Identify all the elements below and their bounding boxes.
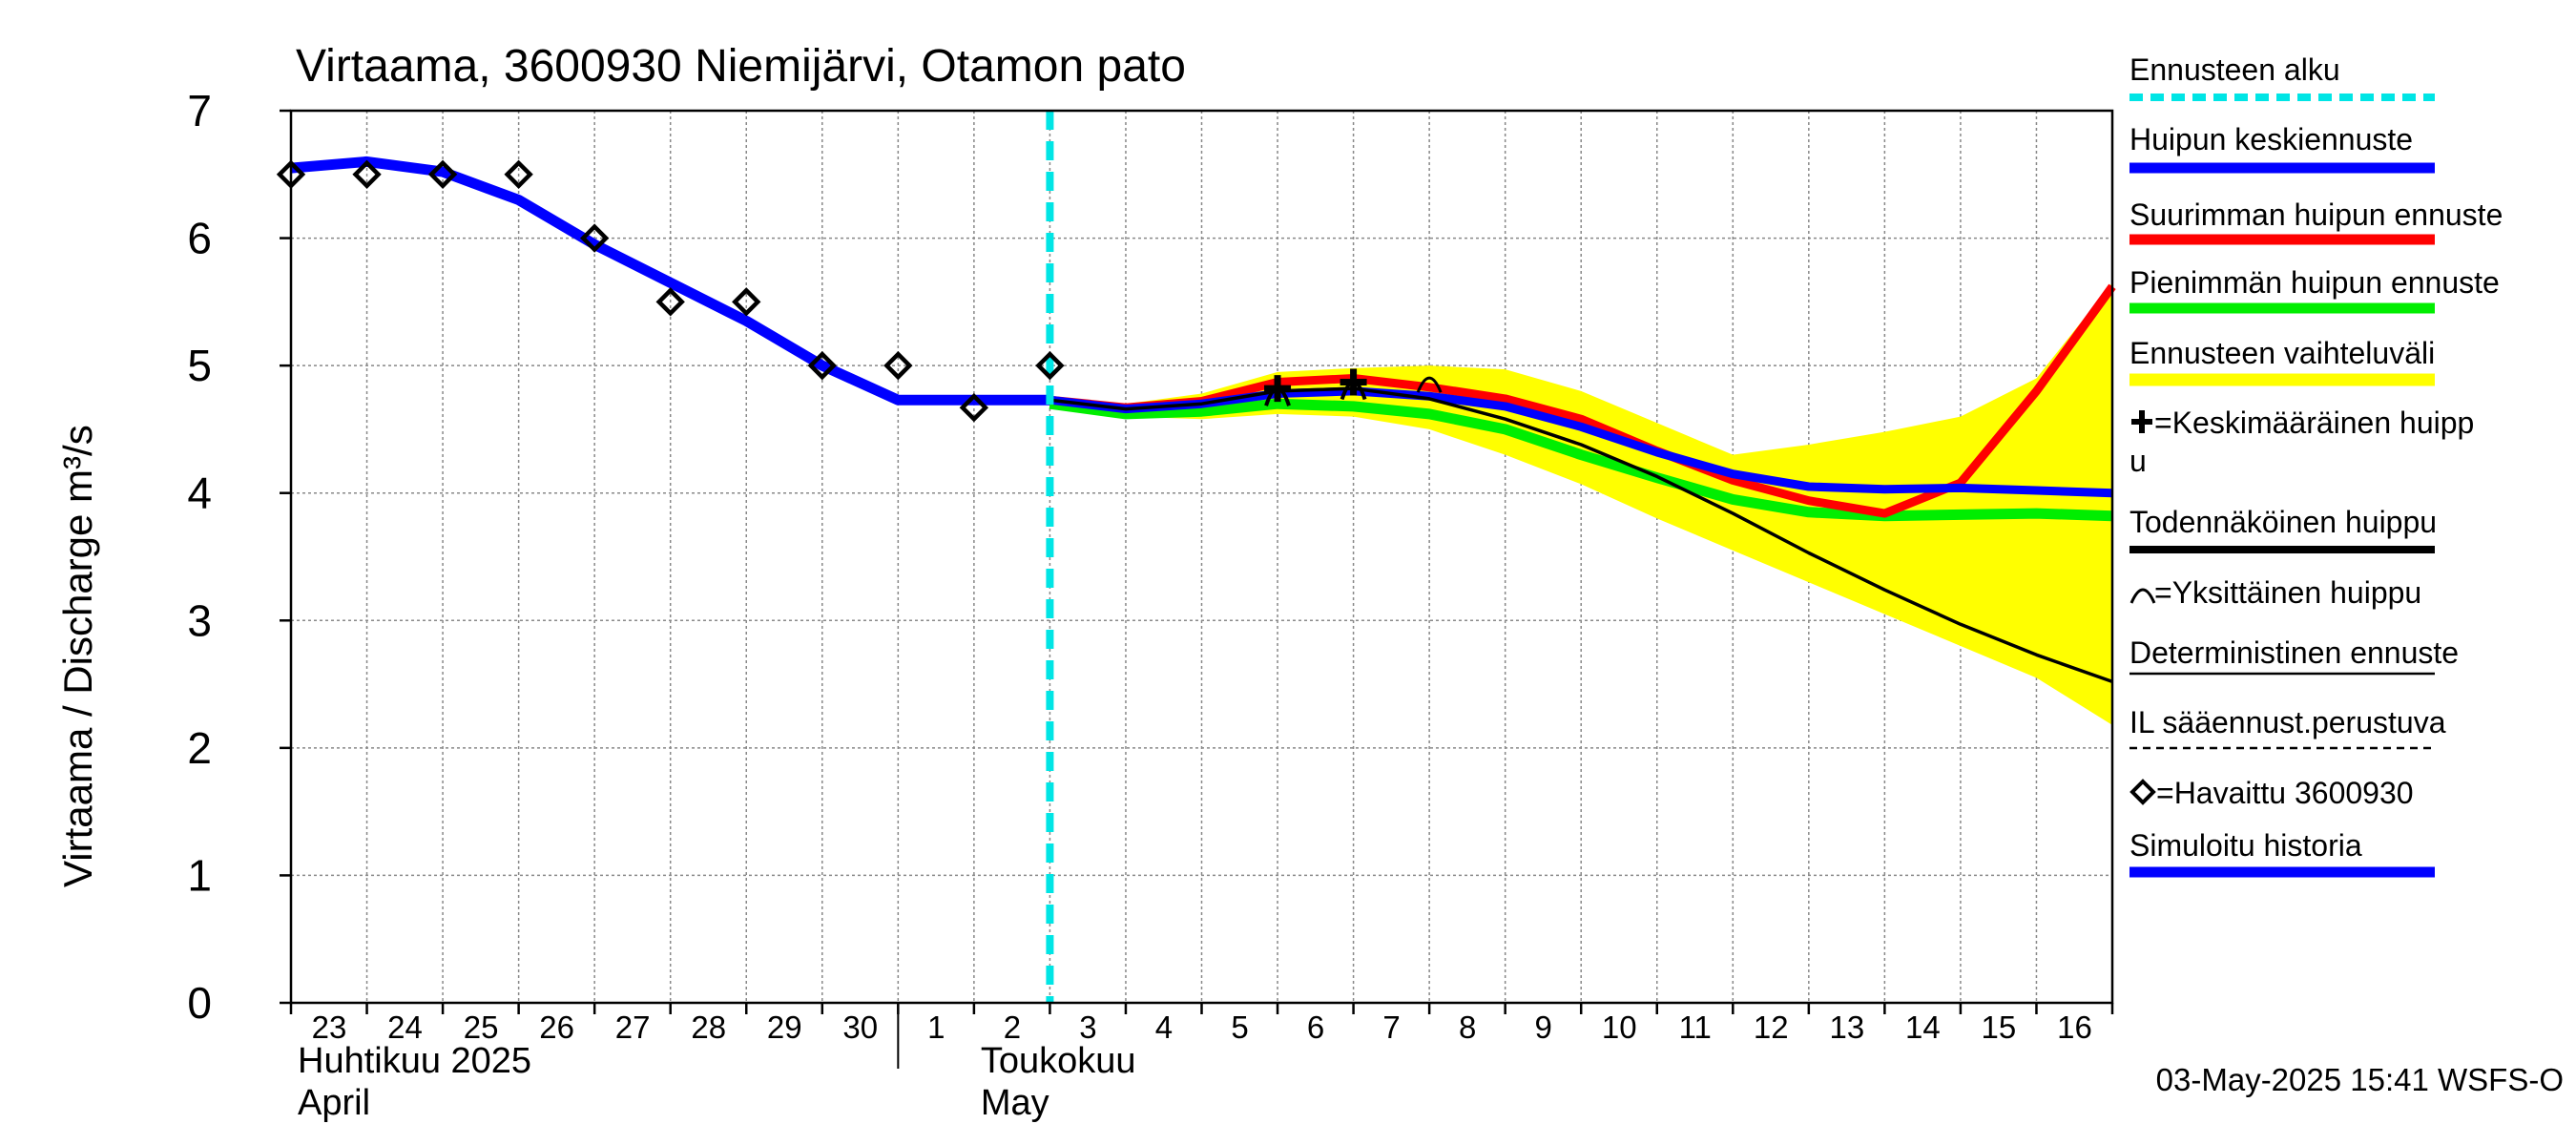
timestamp-label: 03-May-2025 15:41 WSFS-O — [2156, 1062, 2564, 1097]
x-tick-label: 5 — [1231, 1010, 1248, 1045]
month-label: Huhtikuu 2025 — [298, 1041, 531, 1081]
chart-title: Virtaama, 3600930 Niemijärvi, Otamon pat… — [296, 41, 1186, 92]
legend-arc-icon — [2129, 588, 2156, 604]
y-tick-label: 5 — [187, 341, 212, 390]
month-label-english: April — [298, 1083, 370, 1123]
x-tick-label: 9 — [1534, 1010, 1551, 1045]
single-peak-marker — [1416, 376, 1443, 393]
simulated-history-line — [290, 156, 1050, 406]
month-label: Toukokuu — [981, 1041, 1136, 1081]
legend-label: =Keskimääräinen huipp — [2154, 406, 2474, 440]
x-tick-label: 11 — [1679, 1010, 1712, 1045]
x-tick-label: 16 — [2057, 1010, 2092, 1045]
y-tick-label: 6 — [187, 214, 212, 263]
legend-plus-icon — [2131, 410, 2152, 433]
x-tick-label: 24 — [387, 1010, 423, 1045]
plot-area — [276, 111, 2116, 1003]
legend-label: u — [2129, 444, 2147, 478]
legend-label: Deterministinen ennuste — [2129, 635, 2459, 670]
observed-point — [427, 159, 458, 189]
legend-label: IL sääennust.perustuva — [2129, 705, 2446, 739]
x-tick-label: 26 — [539, 1010, 574, 1045]
y-tick-label: 4 — [187, 468, 212, 518]
observed-point — [807, 350, 837, 381]
y-tick-label: 0 — [187, 978, 212, 1028]
legend-label: =Havaittu 3600930 — [2156, 776, 2414, 810]
observed-point — [732, 287, 761, 317]
observed-point — [579, 223, 610, 253]
legend-label: Simuloitu historia — [2129, 828, 2362, 863]
deterministic-forecast-line — [1049, 386, 2113, 684]
legend-label: Huipun keskiennuste — [2129, 122, 2413, 156]
x-tick-label: 13 — [1829, 1010, 1864, 1045]
observed-point — [959, 393, 989, 423]
x-tick-label: 3 — [1079, 1010, 1096, 1045]
legend-diamond-icon — [2129, 779, 2156, 805]
y-tick-label: 7 — [187, 86, 212, 135]
legend-label: =Yksittäinen huippu — [2154, 575, 2421, 610]
x-tick-label: 30 — [842, 1010, 878, 1045]
legend-label: Ennusteen alku — [2129, 52, 2340, 87]
y-axis-label: Virtaama / Discharge m³/s — [55, 425, 100, 887]
peak-arc-marker — [1264, 386, 1291, 406]
forecast-range-band — [1049, 282, 2112, 725]
peak-arc-marker — [1340, 380, 1367, 401]
legend-label: Pienimmän huipun ennuste — [2129, 265, 2500, 300]
observed-point — [352, 159, 382, 189]
x-tick-label: 2 — [1004, 1010, 1021, 1045]
month-label-english: May — [981, 1083, 1049, 1123]
x-tick-label: 28 — [691, 1010, 726, 1045]
x-tick-label: 10 — [1602, 1010, 1637, 1045]
x-tick-label: 8 — [1459, 1010, 1476, 1045]
y-tick-label: 2 — [187, 723, 212, 773]
x-tick-label: 29 — [767, 1010, 802, 1045]
x-tick-label: 25 — [464, 1010, 499, 1045]
x-tick-label: 23 — [312, 1010, 347, 1045]
x-tick-label: 15 — [1982, 1010, 2017, 1045]
legend-label: Todennäköinen huippu — [2129, 505, 2437, 539]
observed-point — [655, 287, 685, 317]
x-tick-label: 14 — [1905, 1010, 1941, 1045]
x-tick-label: 12 — [1754, 1010, 1789, 1045]
max-peak-forecast-line — [1049, 283, 2116, 518]
x-tick-label: 6 — [1307, 1010, 1324, 1045]
x-tick-label: 7 — [1382, 1010, 1400, 1045]
x-tick-label: 27 — [615, 1010, 651, 1045]
observed-point — [504, 159, 533, 189]
legend-label: Suurimman huipun ennuste — [2129, 198, 2503, 232]
legend-label: Ennusteen vaihteluväli — [2129, 336, 2435, 370]
observed-point — [1035, 350, 1065, 381]
x-tick-label: 4 — [1155, 1010, 1173, 1045]
y-tick-label: 3 — [187, 595, 212, 645]
y-tick-label: 1 — [187, 850, 212, 900]
x-tick-label: 1 — [927, 1010, 945, 1045]
observed-point — [883, 350, 913, 381]
min-peak-forecast-line — [1049, 398, 2113, 522]
